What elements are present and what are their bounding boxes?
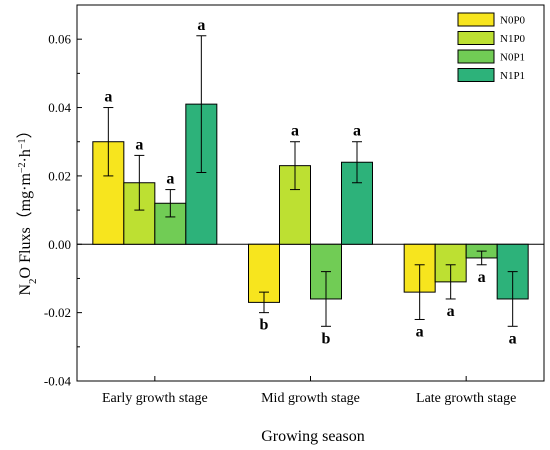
significance-letter: b <box>322 330 331 347</box>
y-title-dot: ·h <box>17 149 34 162</box>
x-tick-label: Late growth stage <box>416 391 516 406</box>
y-title-sup1: −2 <box>17 162 28 173</box>
y-title-n: N <box>17 284 34 296</box>
legend-label: N1P1 <box>500 70 525 82</box>
significance-letter: a <box>416 323 424 340</box>
y-tick-label: 0.00 <box>48 237 71 252</box>
significance-letter: a <box>353 123 361 140</box>
plot-area: a a a a b a b a a a a a <box>76 4 545 382</box>
legend-swatch <box>457 12 495 27</box>
legend-label: N0P0 <box>500 15 526 27</box>
significance-letter: a <box>478 269 486 286</box>
y-tick-label: 0.02 <box>48 168 71 183</box>
legend-label: N0P1 <box>500 52 525 64</box>
y-axis: 0.06 0.04 0.02 0.00 -0.02 -0.04 <box>44 32 82 389</box>
y-tick-label: -0.04 <box>44 374 72 389</box>
x-axis-title: Growing season <box>261 428 365 445</box>
significance-letter: a <box>197 17 205 34</box>
significance-letter: a <box>166 171 174 188</box>
legend-swatch <box>457 68 495 82</box>
significance-letter: b <box>260 317 269 334</box>
x-tick-label: Mid growth stage <box>261 391 360 406</box>
y-tick-label: 0.04 <box>48 100 71 115</box>
y-title-sup2: −1 <box>17 138 28 149</box>
legend-swatch <box>457 49 495 64</box>
legend-swatch <box>457 31 495 45</box>
significance-letter: a <box>135 136 143 153</box>
significance-letter: a <box>104 89 112 106</box>
x-tick-label: Early growth stage <box>102 391 208 406</box>
legend-label: N1P0 <box>500 33 526 45</box>
significance-letter: a <box>291 123 299 140</box>
y-tick-label: 0.06 <box>48 32 71 47</box>
significance-letter: a <box>447 303 455 320</box>
x-axis: Early growth stage Mid growth stage Late g… <box>102 376 516 406</box>
y-title-mid: O Fluxs（mg·m <box>16 173 34 279</box>
y-title-end: ） <box>16 122 34 138</box>
legend: N0P0 N1P0 N0P1 N1P1 <box>457 12 526 82</box>
y-tick-label: -0.02 <box>44 305 71 320</box>
significance-letter: a <box>509 330 517 347</box>
y-title-sub: 2 <box>27 278 39 284</box>
y-axis-title: N2O Fluxs（mg·m−2·h−1） <box>16 122 39 295</box>
